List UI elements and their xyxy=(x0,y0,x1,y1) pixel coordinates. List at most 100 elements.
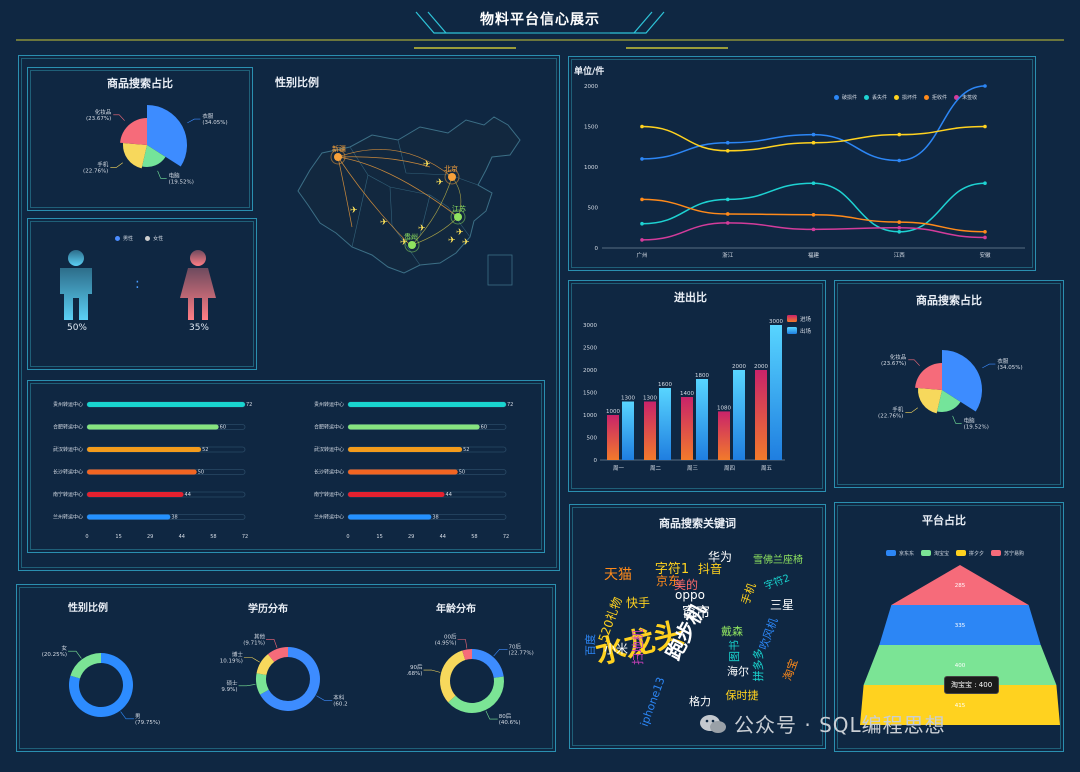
donut-panel xyxy=(16,584,556,752)
x-tick: 周四 xyxy=(724,465,735,472)
ratio-colon: : xyxy=(135,276,140,292)
platform-legend-item[interactable]: 苏宁易购 xyxy=(991,550,1024,557)
donut-slice xyxy=(267,647,288,662)
pie-leader-line xyxy=(982,363,996,369)
legend-item[interactable]: 丢失件 xyxy=(864,94,887,101)
pie-percent: (22.76%) xyxy=(83,168,108,174)
donut-label: 70后 xyxy=(509,642,522,650)
bar-fill xyxy=(348,514,432,520)
legend-item[interactable]: 破损件 xyxy=(834,94,857,101)
series-point xyxy=(811,227,816,232)
pie-slice xyxy=(918,387,942,414)
donut-leader-line xyxy=(243,657,260,663)
donut-leader-line xyxy=(238,684,256,687)
bar-label: 长沙转运中心 xyxy=(53,469,83,476)
y-tick: 1000 xyxy=(584,165,598,171)
pie-percent: (34.05%) xyxy=(997,365,1022,371)
keywords-title: 商品搜索关键词 xyxy=(659,517,736,530)
map-label-jiangsu: 江苏 xyxy=(452,204,466,213)
platform-legend-item[interactable]: 拼夕夕 xyxy=(956,550,984,557)
bar-fill xyxy=(87,492,184,497)
platform-panel xyxy=(834,502,1064,752)
bar-fill xyxy=(348,447,463,452)
bar-label: 兰州转运中心 xyxy=(53,514,83,521)
donut-leader-line xyxy=(493,648,508,657)
legend-item[interactable]: 损坏件 xyxy=(894,94,917,101)
donut-slice xyxy=(69,653,133,717)
page-title: 物料平台信心展示 xyxy=(480,12,600,28)
bar-value: 1400 xyxy=(680,391,694,397)
bar-value: 1300 xyxy=(643,396,657,402)
legend-swatch xyxy=(787,327,797,334)
y-tick: 500 xyxy=(587,436,598,442)
map-label-guizhou: 贵州 xyxy=(404,232,418,241)
keyword: 扫地机 xyxy=(631,629,645,665)
y-tick: 2000 xyxy=(583,368,597,374)
series-point xyxy=(983,84,987,88)
donut-percent: (9.71%) xyxy=(243,640,265,646)
axis-tick: 29 xyxy=(147,534,153,540)
bar-label: 贵州转运中心 xyxy=(53,401,83,408)
line-chart-unit: 单位/件 xyxy=(574,67,605,77)
keyword: 小米 xyxy=(604,642,628,656)
bar-value: 2000 xyxy=(754,364,768,370)
legend-male[interactable]: 男性 xyxy=(115,235,133,242)
in-out-chart: 0 500 1000 1500 2000 2500 3000 1000 1300 周一 1300 16… xyxy=(583,315,812,472)
map-label-xinjiang: 新疆 xyxy=(332,144,346,153)
bar-label: 长沙转运中心 xyxy=(314,469,344,476)
svg-text:✈: ✈ xyxy=(436,178,444,188)
platform-legend-item[interactable]: 淘宝宝 xyxy=(921,550,949,557)
axis-tick: 44 xyxy=(440,534,446,540)
platform-title: 平台占比 xyxy=(922,514,966,527)
funnel-value: 285 xyxy=(955,583,966,589)
pie-leader-line xyxy=(113,114,125,121)
pie-slice xyxy=(122,142,147,169)
funnel-level xyxy=(863,645,1057,685)
legend-item[interactable]: 未签收 xyxy=(954,94,977,101)
series-point xyxy=(811,132,816,137)
header: 物料平台信心展示 xyxy=(0,0,1080,52)
donut-slice xyxy=(70,653,101,679)
svg-text:✈: ✈ xyxy=(400,238,408,248)
legend-female[interactable]: 女性 xyxy=(145,235,163,242)
series-point xyxy=(640,197,644,202)
axis-tick: 44 xyxy=(179,534,185,540)
pie-leader-line xyxy=(905,407,918,413)
donut-label: 其他 xyxy=(254,632,266,640)
bar-value: 1600 xyxy=(658,382,672,388)
bar-value: 72 xyxy=(507,402,513,408)
platform-legend-item[interactable]: 京东东 xyxy=(886,550,914,557)
legend-item[interactable]: 拒收件 xyxy=(924,94,947,101)
series-point xyxy=(897,225,902,230)
keyword: 抖音 xyxy=(698,561,722,576)
funnel-value: 400 xyxy=(955,663,966,669)
in-out-panel xyxy=(568,280,826,492)
bar xyxy=(681,397,693,460)
series-point xyxy=(897,158,902,163)
axis-tick: 58 xyxy=(471,534,477,540)
bar-value: 1080 xyxy=(717,405,731,411)
donut-leader-line xyxy=(457,639,468,649)
donut-label: 女 xyxy=(62,644,68,652)
watermark: 公众号 · SQL编程思想 xyxy=(698,709,946,738)
bar-value: 60 xyxy=(220,425,226,431)
x-tick: 周五 xyxy=(761,465,773,472)
pie-slice xyxy=(120,118,147,145)
bar-value: 52 xyxy=(202,447,208,453)
keyword: 淘宝 xyxy=(780,657,801,682)
pie-leader-line xyxy=(157,170,167,179)
bar-fill xyxy=(348,492,445,497)
donut-percent: 10.19%) xyxy=(220,658,243,664)
svg-text:✈: ✈ xyxy=(350,206,358,216)
y-tick: 0 xyxy=(594,458,598,464)
bar-value: 38 xyxy=(171,515,177,521)
female-percent: 35% xyxy=(188,323,209,333)
bar-label: 合肥转运中心 xyxy=(53,424,83,431)
donut-slice xyxy=(260,647,320,711)
in-out-title: 进出比 xyxy=(674,291,707,304)
keyword: 百度 xyxy=(583,634,597,656)
keyword: 字符1 xyxy=(655,561,689,577)
donut-label: 00后 xyxy=(444,633,457,641)
keyword: 三星 xyxy=(770,598,794,612)
bar-label: 合肥转运中心 xyxy=(314,424,344,431)
